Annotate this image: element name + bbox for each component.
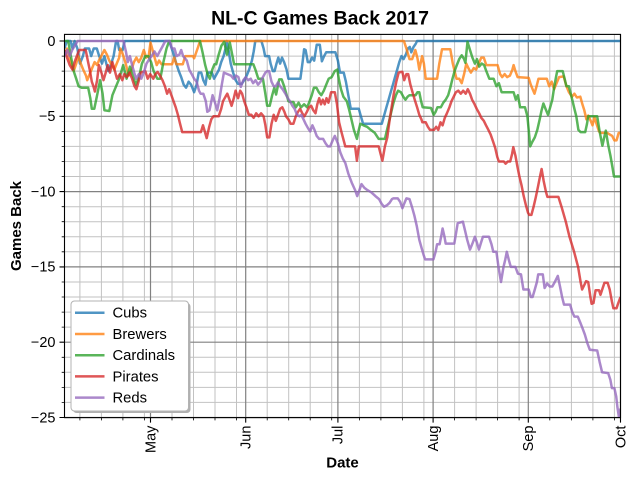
svg-text:0: 0 (47, 34, 55, 50)
svg-text:−10: −10 (31, 184, 56, 200)
svg-text:Brewers: Brewers (113, 327, 167, 343)
svg-text:Sep: Sep (521, 426, 537, 452)
svg-text:Oct: Oct (613, 426, 629, 449)
svg-text:Pirates: Pirates (113, 369, 159, 385)
svg-text:Jul: Jul (331, 426, 347, 445)
svg-text:Aug: Aug (426, 426, 442, 452)
svg-text:May: May (143, 425, 159, 453)
svg-text:−5: −5 (39, 109, 56, 125)
svg-text:Reds: Reds (113, 391, 148, 407)
svg-text:−20: −20 (31, 335, 56, 351)
svg-text:Cubs: Cubs (113, 306, 148, 322)
svg-text:Games Back: Games Back (8, 180, 25, 271)
svg-text:−25: −25 (31, 410, 56, 426)
svg-text:Cardinals: Cardinals (113, 348, 176, 364)
svg-text:−15: −15 (31, 260, 56, 276)
svg-text:Date: Date (326, 455, 359, 472)
svg-text:Jun: Jun (239, 426, 255, 449)
svg-text:NL-C Games Back 2017: NL-C Games Back 2017 (211, 8, 429, 30)
